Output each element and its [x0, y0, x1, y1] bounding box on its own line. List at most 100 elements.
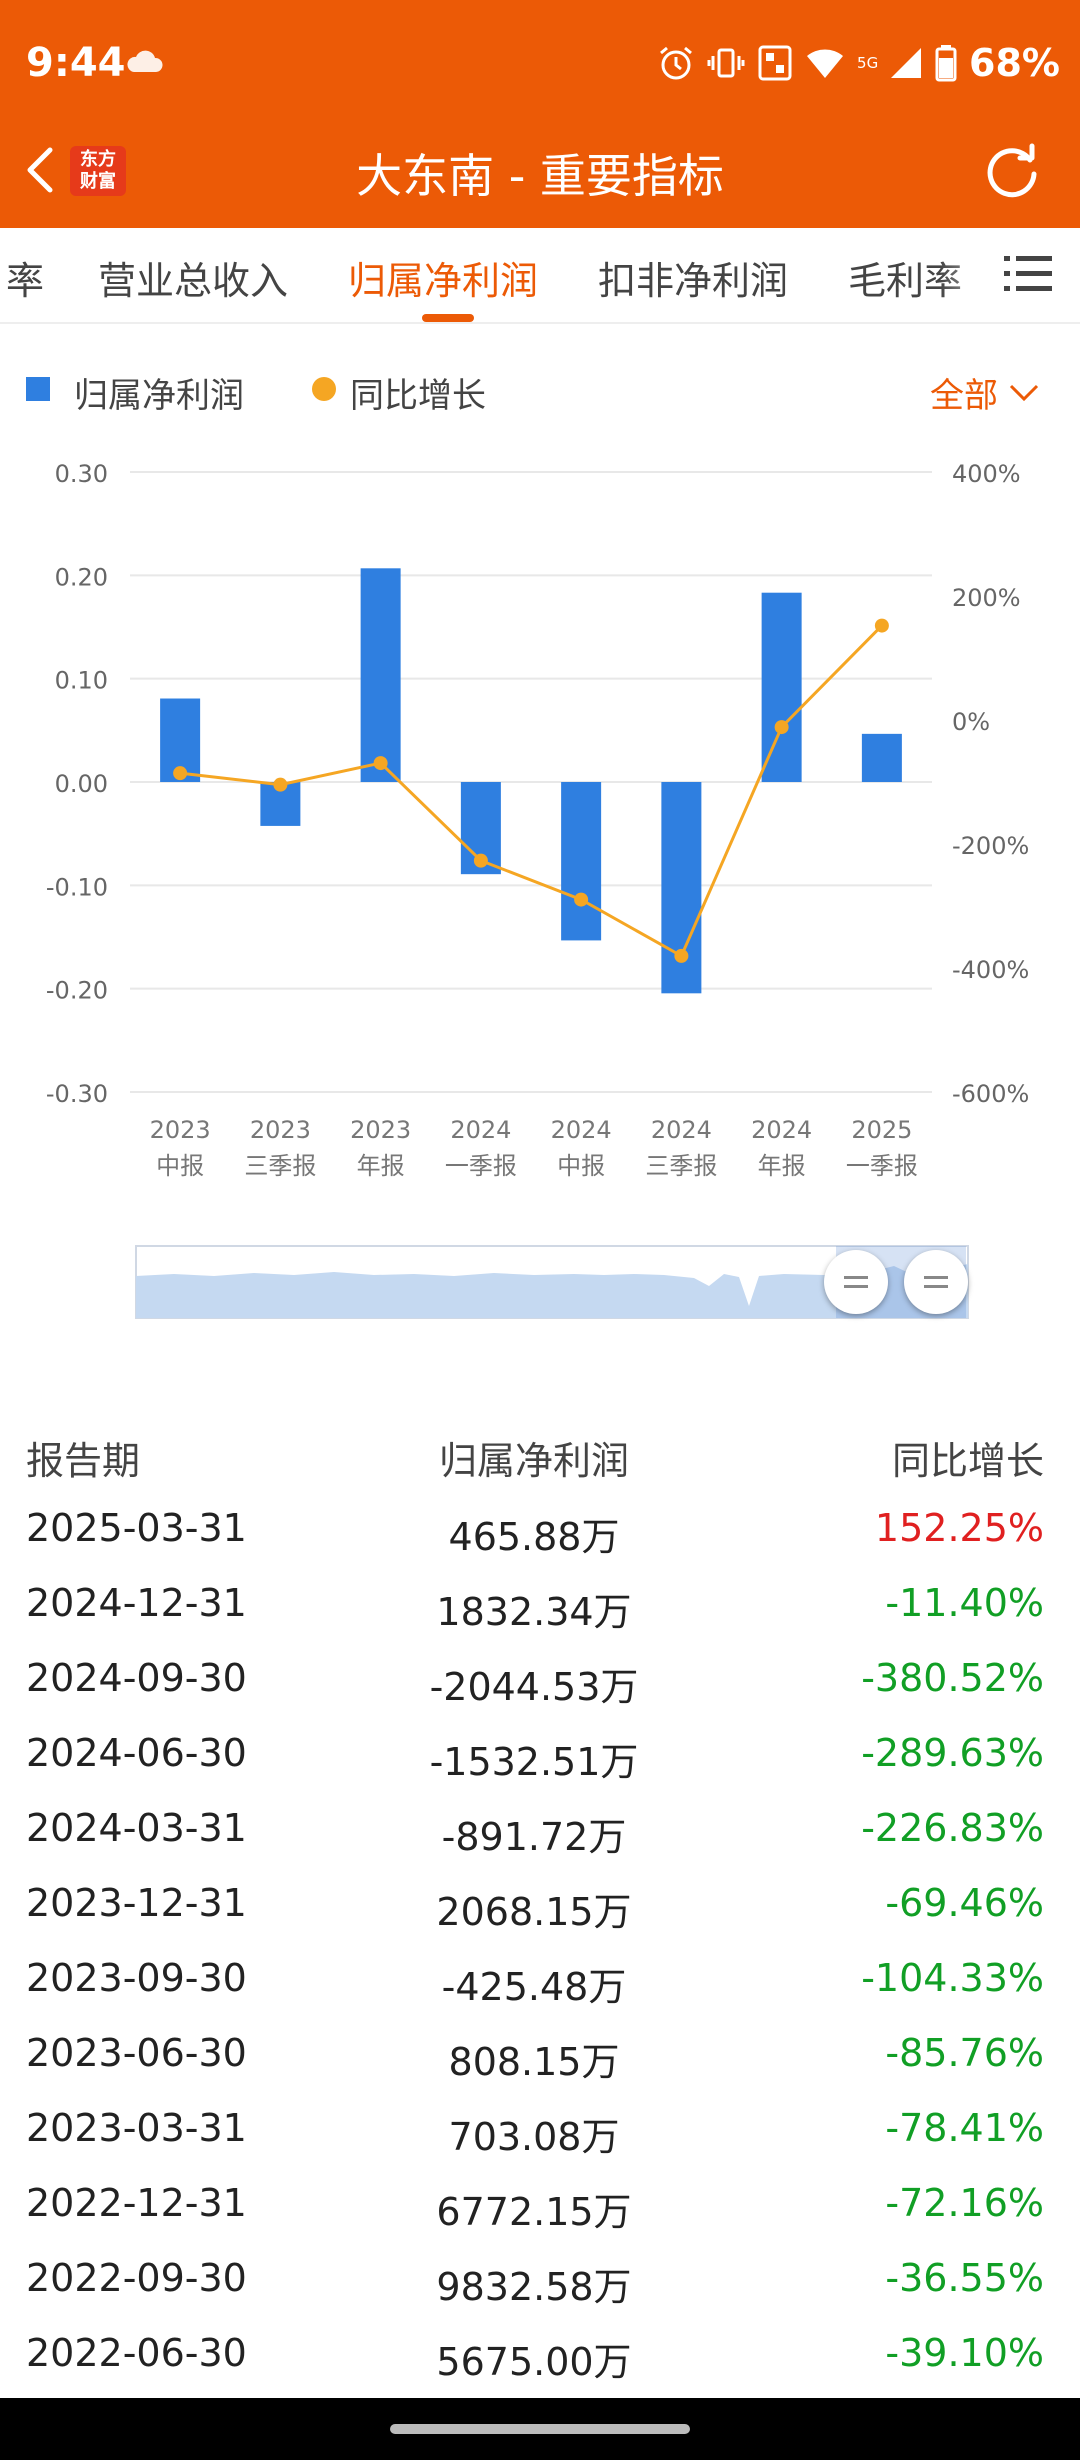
row-period: 2022-06-30 — [26, 2331, 247, 2375]
row-yoy-growth: 152.25% — [874, 1506, 1044, 1550]
home-gesture-bar[interactable] — [390, 2424, 690, 2434]
table-row[interactable]: 2024-06-30 -1532.51万 -289.63% — [0, 1731, 1080, 1806]
x-axis-tick: 2024 — [651, 1116, 712, 1144]
row-net-profit: 808.15万 — [448, 2040, 620, 2084]
period-filter-dropdown[interactable]: 全部 — [930, 368, 1040, 417]
table-header: 报告期 归属净利润 同比增长 — [0, 1430, 1080, 1500]
metric-tabs: 率 营业总收入 归属净利润 扣非净利润 毛利率 — [0, 228, 1080, 324]
growth-point — [874, 618, 889, 633]
network-type-label: 5G — [857, 54, 879, 72]
row-yoy-growth: -72.16% — [885, 2181, 1044, 2225]
x-axis-tick: 一季报 — [846, 1152, 918, 1180]
legend-bar-label: 归属净利润 — [74, 376, 244, 416]
row-net-profit: -1532.51万 — [429, 1740, 639, 1784]
chart-bar — [861, 733, 902, 782]
row-yoy-growth: -226.83% — [861, 1806, 1044, 1850]
row-yoy-growth: -78.41% — [885, 2106, 1044, 2150]
refresh-icon[interactable] — [980, 140, 1044, 204]
growth-point — [674, 948, 689, 963]
back-arrow-icon[interactable] — [18, 140, 62, 200]
logo-text-bottom: 财富 — [80, 171, 116, 192]
table-row[interactable]: 2024-09-30 -2044.53万 -380.52% — [0, 1656, 1080, 1731]
chart-legend: 归属净利润 同比增长 全部 — [0, 360, 1080, 420]
nfc-icon — [758, 45, 792, 81]
right-axis-tick: 400% — [952, 460, 1021, 488]
list-menu-icon[interactable] — [1002, 250, 1054, 298]
table-row[interactable]: 2024-12-31 1832.34万 -11.40% — [0, 1581, 1080, 1656]
x-axis-tick: 三季报 — [645, 1152, 717, 1180]
row-period: 2024-12-31 — [26, 1581, 247, 1625]
chart-bar — [761, 592, 802, 782]
legend-bar-swatch — [26, 377, 50, 401]
row-period: 2024-03-31 — [26, 1806, 247, 1850]
tab-deducted-net-profit[interactable]: 扣非净利润 — [598, 259, 789, 303]
slider-handle-left[interactable] — [824, 1250, 888, 1314]
row-yoy-growth: -69.46% — [885, 1881, 1044, 1925]
left-axis-tick: 0.30 — [55, 460, 108, 488]
row-net-profit: 5675.00万 — [436, 2340, 632, 2384]
table-row[interactable]: 2023-06-30 808.15万 -85.76% — [0, 2031, 1080, 2106]
row-period: 2023-12-31 — [26, 1881, 247, 1925]
right-axis-tick: -600% — [952, 1080, 1029, 1108]
growth-point — [574, 892, 589, 907]
chart-range-slider[interactable] — [134, 1244, 970, 1320]
cloud-icon — [127, 50, 163, 72]
x-axis-tick: 2025 — [851, 1116, 912, 1144]
right-axis-tick: 0% — [952, 708, 990, 736]
row-period: 2024-06-30 — [26, 1731, 247, 1775]
table-row[interactable]: 2022-12-31 6772.15万 -72.16% — [0, 2181, 1080, 2256]
legend-line-swatch — [312, 377, 336, 401]
status-icons: 5G 68% — [657, 40, 1060, 86]
row-net-profit: -891.72万 — [441, 1815, 627, 1859]
table-row[interactable]: 2022-06-30 5675.00万 -39.10% — [0, 2331, 1080, 2406]
growth-point — [774, 720, 789, 735]
header-period: 报告期 — [26, 1439, 141, 1483]
x-axis-tick: 2024 — [450, 1116, 511, 1144]
row-yoy-growth: -39.10% — [885, 2331, 1044, 2375]
chart-bar — [561, 782, 602, 941]
table-row[interactable]: 2024-03-31 -891.72万 -226.83% — [0, 1806, 1080, 1881]
tab-partial-rate[interactable]: 率 — [6, 259, 45, 303]
vibrate-icon — [707, 48, 745, 78]
tab-net-profit[interactable]: 归属净利润 — [348, 259, 539, 303]
row-yoy-growth: -85.76% — [885, 2031, 1044, 2075]
left-axis-tick: -0.20 — [46, 977, 108, 1005]
table-row[interactable]: 2022-09-30 9832.58万 -36.55% — [0, 2256, 1080, 2331]
row-yoy-growth: -36.55% — [885, 2256, 1044, 2300]
left-axis-tick: -0.30 — [46, 1080, 108, 1108]
row-yoy-growth: -11.40% — [885, 1581, 1044, 1625]
row-period: 2023-03-31 — [26, 2106, 247, 2150]
row-net-profit: 465.88万 — [448, 1515, 620, 1559]
row-period: 2022-09-30 — [26, 2256, 247, 2300]
right-axis-tick: -200% — [952, 832, 1029, 860]
table-row[interactable]: 2025-03-31 465.88万 152.25% — [0, 1506, 1080, 1581]
growth-point — [173, 766, 188, 781]
row-period: 2022-12-31 — [26, 2181, 247, 2225]
slider-handle-right[interactable] — [904, 1250, 968, 1314]
growth-point — [373, 756, 388, 771]
x-axis-tick: 三季报 — [244, 1152, 316, 1180]
left-axis-tick: 0.20 — [55, 563, 108, 591]
logo-text-top: 东方 — [80, 149, 116, 170]
chart-bar — [360, 568, 401, 782]
system-nav-bar — [0, 2398, 1080, 2460]
row-net-profit: 2068.15万 — [436, 1890, 632, 1934]
table-row[interactable]: 2023-09-30 -425.48万 -104.33% — [0, 1956, 1080, 2031]
row-net-profit: 9832.58万 — [436, 2265, 632, 2309]
row-period: 2025-03-31 — [26, 1506, 247, 1550]
row-period: 2024-09-30 — [26, 1656, 247, 1700]
chevron-down-icon — [1009, 384, 1039, 401]
battery-icon — [935, 45, 957, 82]
x-axis-tick: 2024 — [751, 1116, 812, 1144]
active-tab-indicator — [422, 314, 474, 322]
table-row[interactable]: 2023-12-31 2068.15万 -69.46% — [0, 1881, 1080, 1956]
tab-total-revenue[interactable]: 营业总收入 — [98, 259, 289, 303]
left-axis-tick: 0.10 — [55, 667, 108, 695]
header-net-profit: 归属净利润 — [438, 1439, 629, 1483]
x-axis-tick: 2023 — [150, 1116, 211, 1144]
row-yoy-growth: -380.52% — [861, 1656, 1044, 1700]
row-net-profit: -425.48万 — [441, 1965, 627, 2009]
row-net-profit: 6772.15万 — [436, 2190, 632, 2234]
table-row[interactable]: 2023-03-31 703.08万 -78.41% — [0, 2106, 1080, 2181]
row-yoy-growth: -104.33% — [861, 1956, 1044, 2000]
